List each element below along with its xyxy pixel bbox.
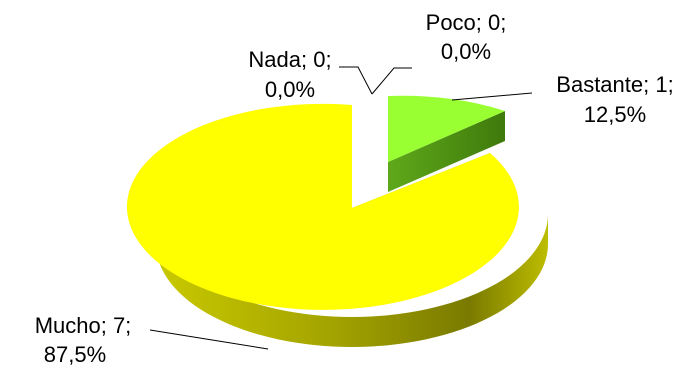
slice-side-mucho	[156, 214, 548, 347]
data-label-bastante-percent: 12,5%	[584, 102, 646, 127]
data-label-poco-percent: 0,0%	[441, 39, 491, 64]
slice-group-bastante	[388, 95, 505, 192]
data-label-bastante: Bastante; 1;	[556, 72, 673, 97]
data-label-mucho: Mucho; 7;	[35, 313, 132, 338]
data-label-poco-line1: Poco; 0;	[426, 10, 507, 35]
slice-mucho	[126, 103, 519, 310]
leader-line-poco	[371, 67, 412, 95]
leader-line-bastante	[451, 92, 533, 101]
data-label-mucho-percent: 87,5%	[44, 342, 106, 367]
data-label-nada: Nada; 0;	[248, 47, 331, 72]
data-label-poco: Poco; 0;	[426, 10, 507, 35]
leader-line-nada	[339, 66, 373, 95]
slice-side-bastante	[388, 111, 505, 192]
leader-line-mucho	[149, 329, 269, 350]
data-label-nada-percent: 0,0%	[265, 77, 315, 102]
slice-group-mucho	[126, 103, 548, 347]
slice-bastante	[388, 95, 505, 162]
